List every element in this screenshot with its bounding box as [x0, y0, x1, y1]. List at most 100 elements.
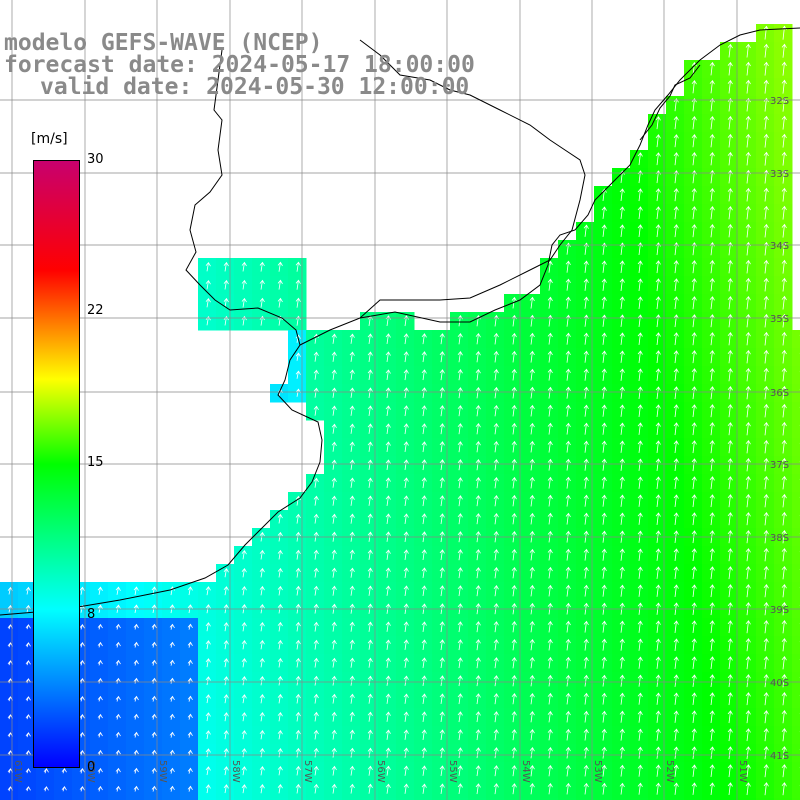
- wind-cell: [738, 474, 757, 493]
- wind-cell: [522, 744, 541, 763]
- wind-arrow: [241, 279, 247, 290]
- wind-arrow: [547, 566, 553, 579]
- wind-cell: [756, 510, 775, 529]
- wind-cell: [558, 384, 577, 403]
- wind-cell: [792, 654, 800, 673]
- wind-cell: [306, 474, 325, 493]
- wind-arrow: [475, 657, 481, 669]
- wind-arrow: [727, 710, 733, 724]
- wind-cell: [540, 564, 559, 583]
- wind-arrow: [619, 332, 625, 345]
- wind-arrow: [655, 350, 661, 364]
- wind-arrow: [691, 638, 697, 652]
- wind-arrow: [727, 674, 733, 688]
- wind-cell: [558, 654, 577, 673]
- wind-arrow: [259, 693, 265, 704]
- wind-cell: [774, 312, 793, 331]
- wind-cell: [126, 762, 145, 781]
- wind-cell: [612, 546, 631, 565]
- wind-cell: [540, 654, 559, 673]
- wind-cell: [288, 654, 307, 673]
- wind-cell: [738, 798, 757, 800]
- wind-cell: [720, 708, 739, 727]
- wind-arrow: [457, 729, 463, 741]
- wind-arrow: [763, 277, 769, 292]
- wind-arrow: [781, 133, 787, 148]
- wind-arrow: [655, 296, 661, 310]
- wind-cell: [702, 672, 721, 691]
- wind-arrow: [745, 440, 751, 454]
- wind-cell: [756, 330, 775, 349]
- wind-cell: [774, 348, 793, 367]
- wind-arrow: [439, 477, 445, 489]
- wind-arrow: [295, 729, 301, 740]
- wind-cell: [270, 726, 289, 745]
- wind-arrow: [655, 764, 661, 777]
- wind-arrow: [781, 115, 787, 130]
- wind-cell: [360, 780, 379, 799]
- wind-arrow: [745, 548, 751, 562]
- wind-arrow: [259, 712, 265, 722]
- wind-arrow: [763, 385, 769, 400]
- wind-arrow: [259, 567, 265, 578]
- wind-cell: [630, 276, 649, 295]
- wind-cell: [756, 60, 775, 79]
- wind-cell: [684, 492, 703, 511]
- wind-arrow: [331, 693, 337, 704]
- colorbar-tick-15: 15: [87, 455, 104, 470]
- coastline: [0, 27, 800, 616]
- wind-cell: [738, 456, 757, 475]
- wind-arrow: [475, 423, 481, 435]
- wind-arrow: [385, 567, 391, 578]
- wind-arrow: [367, 387, 373, 398]
- wind-cell: [468, 510, 487, 529]
- wind-cell: [774, 636, 793, 655]
- wind-arrow: [25, 750, 31, 756]
- wind-cell: [756, 546, 775, 565]
- wind-arrow: [691, 728, 697, 741]
- wind-cell: [378, 474, 397, 493]
- wind-arrow: [493, 368, 499, 381]
- wind-arrow: [781, 619, 787, 634]
- wind-arrow: [277, 279, 283, 290]
- wind-arrow: [745, 674, 751, 688]
- wind-cell: [684, 618, 703, 637]
- wind-arrow: [295, 352, 301, 361]
- wind-cell: [414, 510, 433, 529]
- wind-arrow: [781, 475, 787, 490]
- wind-arrow: [745, 349, 751, 364]
- wind-arrow: [619, 548, 625, 561]
- wind-cell: [756, 294, 775, 313]
- wind-cell: [180, 744, 199, 763]
- wind-cell: [396, 456, 415, 475]
- wind-arrow: [673, 710, 679, 723]
- wind-cell: [666, 258, 685, 277]
- wind-arrow: [79, 677, 85, 684]
- wind-cell: [558, 330, 577, 349]
- wind-cell: [216, 780, 235, 799]
- wind-arrow: [601, 224, 607, 237]
- wind-cell: [522, 312, 541, 331]
- wind-arrow: [547, 674, 553, 687]
- wind-arrow: [205, 784, 211, 794]
- wind-cell: [756, 24, 775, 43]
- wind-arrow: [385, 711, 391, 722]
- wind-cell: [558, 546, 577, 565]
- wind-cell: [486, 456, 505, 475]
- wind-cell: [774, 582, 793, 601]
- wind-cell: [558, 348, 577, 367]
- wind-cell: [792, 762, 800, 781]
- wind-arrow: [529, 566, 535, 579]
- wind-cell: [198, 258, 217, 277]
- wind-arrow: [421, 567, 427, 579]
- wind-cell: [180, 618, 199, 637]
- wind-arrow: [637, 710, 643, 723]
- wind-arrow: [385, 459, 391, 470]
- wind-arrow: [367, 621, 373, 632]
- wind-cell: [558, 294, 577, 313]
- wind-arrow: [457, 423, 463, 435]
- wind-cell: [504, 312, 523, 331]
- wind-arrow: [583, 692, 589, 705]
- wind-cell: [180, 780, 199, 799]
- wind-cell: [162, 690, 181, 709]
